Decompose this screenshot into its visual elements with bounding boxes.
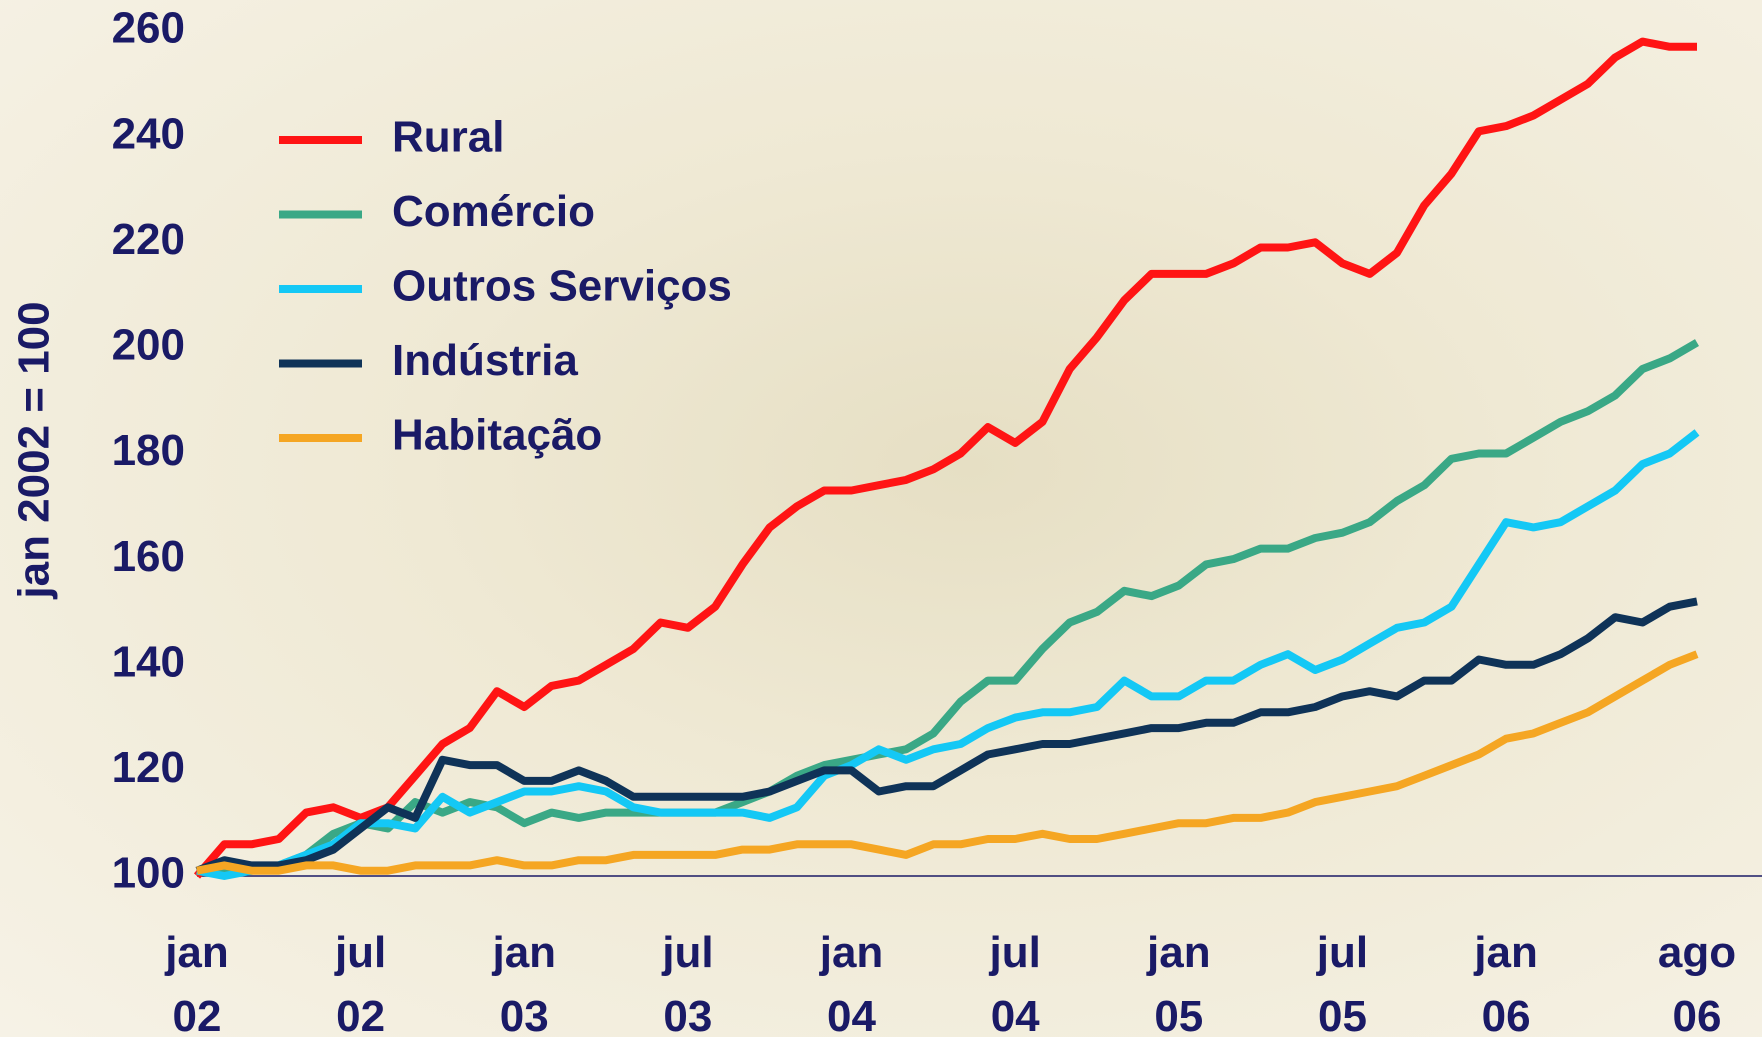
y-tick-label: 160: [112, 532, 185, 581]
x-tick-label: ago 06: [1657, 928, 1737, 1037]
x-tick-label: jan 04: [819, 928, 884, 1037]
x-tick-label: jan 06: [1474, 928, 1538, 1037]
x-tick-label: jul 02: [334, 928, 387, 1037]
series-line: [195, 597, 1698, 875]
series-line: [193, 37, 1697, 879]
y-tick-label: 240: [112, 109, 185, 158]
series-line: [196, 650, 1699, 875]
y-tick-label: 260: [112, 4, 185, 53]
y-axis-title: jan 2002 = 100: [10, 301, 59, 599]
x-tick-label: jan 02: [165, 928, 229, 1037]
legend-label: Indústria: [392, 336, 578, 385]
y-tick-label: 220: [112, 215, 185, 264]
x-tick-label: jan 05: [1147, 928, 1211, 1037]
x-tick-label: jul 04: [989, 928, 1041, 1037]
y-tick-label: 100: [112, 849, 185, 898]
y-tick-label: 120: [112, 743, 185, 792]
x-tick-label: jul 03: [662, 928, 714, 1037]
y-tick-label: 180: [112, 426, 185, 475]
legend-label: Comércio: [392, 187, 595, 236]
x-tick-label: jan 03: [492, 928, 557, 1037]
series-line: [196, 429, 1700, 880]
legend-label: Rural: [392, 113, 504, 162]
x-tick-label: jul 05: [1316, 928, 1369, 1037]
series-line: [197, 339, 1700, 875]
legend-label: Outros Serviços: [392, 262, 732, 311]
y-tick-label: 140: [112, 637, 185, 686]
y-tick-label: 200: [112, 321, 185, 370]
legend-label: Habitação: [392, 411, 602, 460]
